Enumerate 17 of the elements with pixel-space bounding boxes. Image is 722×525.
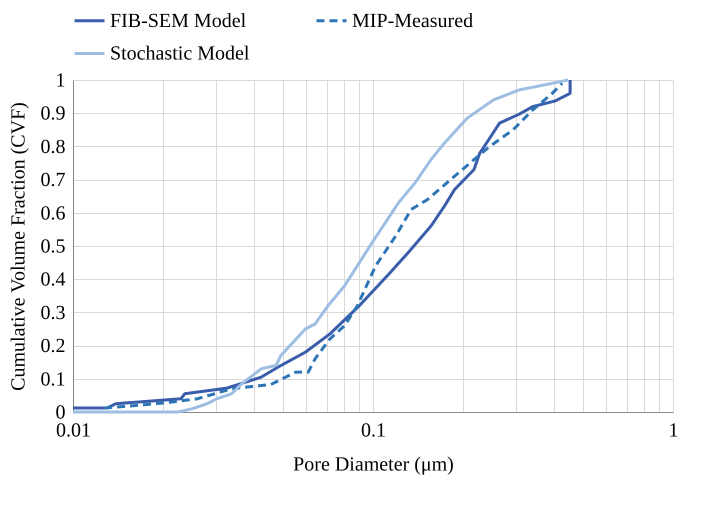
x-axis-title: Pore Diameter (μm) [293, 454, 454, 476]
y-axis-title: Cumulative Volume Fraction (CVF) [8, 102, 30, 391]
y-tick-label: 0.7 [40, 169, 66, 192]
x-tick-label: 1 [668, 420, 678, 442]
y-tick-label: 0.6 [40, 202, 66, 224]
y-tick-label: 0.5 [40, 236, 66, 258]
y-tick-label: 0.4 [40, 268, 66, 291]
legend-label: Stochastic Model [110, 42, 250, 64]
legend-label: MIP-Measured [352, 10, 474, 32]
y-tick-label: 0.8 [40, 136, 66, 158]
y-tick-label: 0.3 [40, 302, 66, 324]
y-tick-label: 0.9 [40, 102, 66, 125]
x-tick-label: 0.1 [361, 420, 386, 442]
y-tick-label: 0.2 [40, 335, 66, 358]
y-tick-label: 1 [56, 70, 66, 92]
y-tick-label: 0.1 [40, 368, 66, 390]
legend-label: FIB-SEM Model [110, 10, 247, 32]
